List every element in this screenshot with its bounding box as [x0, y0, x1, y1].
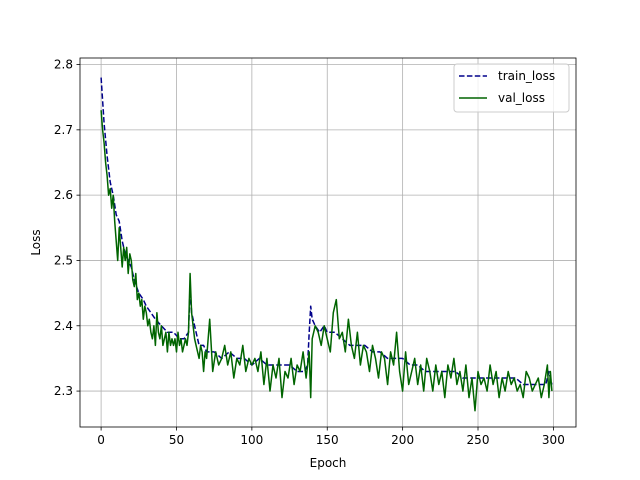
y-tick-label: 2.5: [54, 253, 73, 267]
grid-lines: [80, 58, 576, 427]
series-line-val-loss: [100, 110, 553, 412]
axes-frame: [79, 57, 577, 428]
y-tick-label: 2.6: [54, 188, 73, 202]
x-axis-label: Epoch: [310, 456, 347, 470]
y-tick-label: 2.7: [54, 123, 73, 137]
series-lines: [100, 77, 553, 412]
x-tick-label: 0: [97, 433, 105, 447]
y-tick-label: 2.8: [54, 58, 73, 72]
y-tick-label: 2.4: [54, 319, 73, 333]
x-tick-label: 300: [542, 433, 565, 447]
x-tick-label: 150: [316, 433, 339, 447]
y-axis-label: Loss: [29, 229, 43, 255]
legend-label-train-loss: train_loss: [498, 69, 555, 83]
x-tick-label: 50: [169, 433, 184, 447]
y-tick-label: 2.3: [54, 384, 73, 398]
legend: train_loss val_loss: [453, 63, 570, 113]
axis-ticks: 0 50 100 150 200 250 300 2.3 2.4 2.5 2.6 2.7 2.8: [54, 58, 565, 447]
legend-label-val-loss: val_loss: [498, 91, 545, 105]
x-tick-label: 250: [467, 433, 490, 447]
x-tick-label: 200: [391, 433, 414, 447]
x-tick-label: 100: [240, 433, 263, 447]
